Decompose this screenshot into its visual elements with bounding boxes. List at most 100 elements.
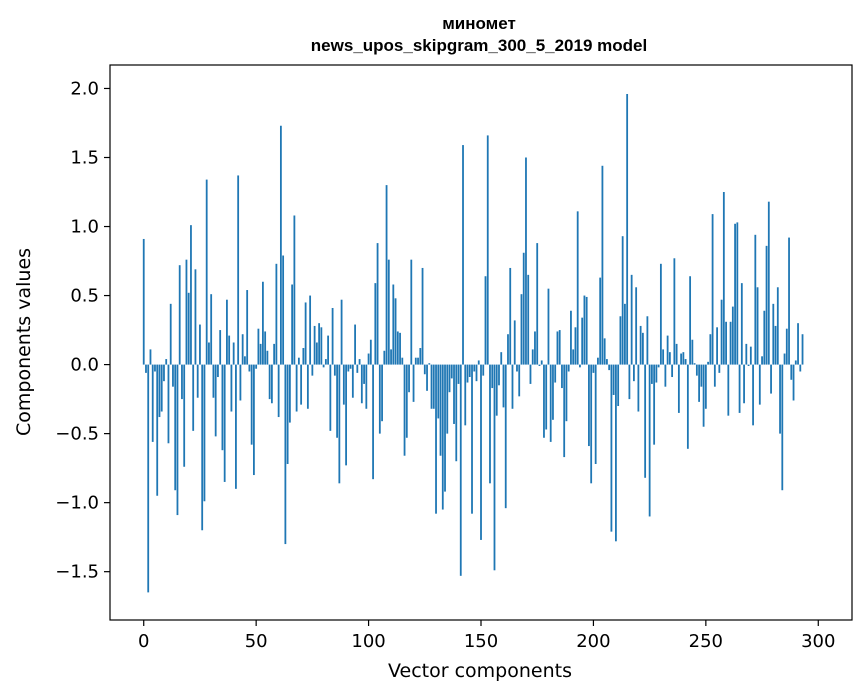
- y-tick-label: 1.0: [70, 217, 99, 238]
- bar: [731, 306, 734, 365]
- bar: [648, 364, 651, 517]
- bar: [309, 295, 312, 365]
- bar: [606, 359, 608, 365]
- y-tick-label: 1.5: [70, 148, 99, 169]
- bar: [385, 185, 388, 365]
- bar: [306, 364, 309, 409]
- bar: [354, 324, 356, 365]
- bar: [232, 342, 235, 365]
- bar: [664, 364, 667, 387]
- bar: [758, 364, 761, 405]
- bar: [365, 364, 368, 409]
- bar: [192, 364, 195, 431]
- bar: [511, 364, 514, 409]
- bar: [428, 363, 431, 365]
- bar: [178, 265, 181, 365]
- bar: [475, 364, 478, 382]
- x-tick-label: 100: [351, 631, 385, 652]
- bar: [668, 352, 671, 365]
- bar: [543, 364, 545, 438]
- bar: [401, 357, 404, 365]
- bar: [390, 349, 392, 365]
- bar: [410, 259, 413, 365]
- bar: [704, 364, 707, 409]
- bar: [507, 334, 509, 365]
- bar: [351, 364, 354, 398]
- bar: [767, 201, 770, 365]
- bar: [450, 364, 453, 379]
- bar: [210, 294, 213, 365]
- bar: [579, 364, 581, 368]
- bar: [302, 348, 305, 365]
- bar: [396, 331, 399, 365]
- bar: [315, 342, 318, 365]
- bar: [617, 364, 620, 407]
- bar: [205, 179, 208, 365]
- bar: [601, 165, 604, 365]
- bar-series: [142, 93, 804, 593]
- bar: [626, 93, 629, 365]
- bar: [257, 328, 260, 365]
- bar: [273, 343, 276, 365]
- bar: [513, 320, 516, 365]
- bar: [671, 364, 674, 378]
- bar: [453, 364, 455, 424]
- bar: [381, 364, 383, 422]
- bar: [183, 364, 186, 467]
- bar: [412, 364, 415, 402]
- bar: [194, 269, 197, 365]
- bar: [333, 364, 336, 376]
- bar: [423, 364, 426, 375]
- bar: [736, 222, 739, 365]
- y-tick-label: 2.0: [70, 78, 99, 99]
- bar: [367, 353, 370, 365]
- bar: [176, 364, 179, 516]
- bar: [489, 364, 491, 484]
- bar: [318, 323, 321, 365]
- bar: [262, 281, 264, 365]
- bar: [565, 364, 568, 422]
- bar: [644, 364, 647, 478]
- bar: [340, 299, 343, 365]
- bar: [322, 364, 325, 368]
- bar: [342, 364, 345, 405]
- bar: [255, 364, 258, 369]
- bar: [743, 364, 745, 404]
- bar: [801, 334, 804, 365]
- bar: [677, 364, 680, 413]
- bar: [781, 364, 784, 491]
- bar: [504, 364, 507, 509]
- bar: [408, 364, 410, 393]
- bar: [662, 349, 665, 365]
- bar: [214, 364, 217, 437]
- bar: [588, 364, 590, 447]
- bar: [437, 364, 440, 419]
- bar: [167, 364, 170, 444]
- bar: [713, 364, 716, 387]
- bar: [394, 298, 397, 365]
- bar: [235, 364, 237, 489]
- bar: [311, 364, 314, 376]
- bar: [637, 364, 640, 412]
- bar: [295, 364, 298, 412]
- bar: [201, 364, 204, 531]
- bar: [745, 343, 748, 365]
- bar: [374, 283, 377, 365]
- bar: [160, 364, 163, 412]
- bar: [145, 364, 147, 373]
- x-tick-label: 300: [801, 631, 835, 652]
- bar: [471, 364, 473, 514]
- bar: [552, 364, 554, 420]
- bar: [549, 364, 552, 442]
- bar: [599, 277, 602, 365]
- bar: [149, 349, 152, 365]
- bar: [331, 307, 334, 365]
- bar: [268, 364, 271, 400]
- bar: [761, 356, 763, 365]
- bar: [554, 364, 557, 383]
- bar: [686, 364, 689, 449]
- bar: [156, 364, 159, 496]
- bar: [522, 252, 525, 365]
- bar: [790, 364, 793, 380]
- bar: [230, 364, 233, 412]
